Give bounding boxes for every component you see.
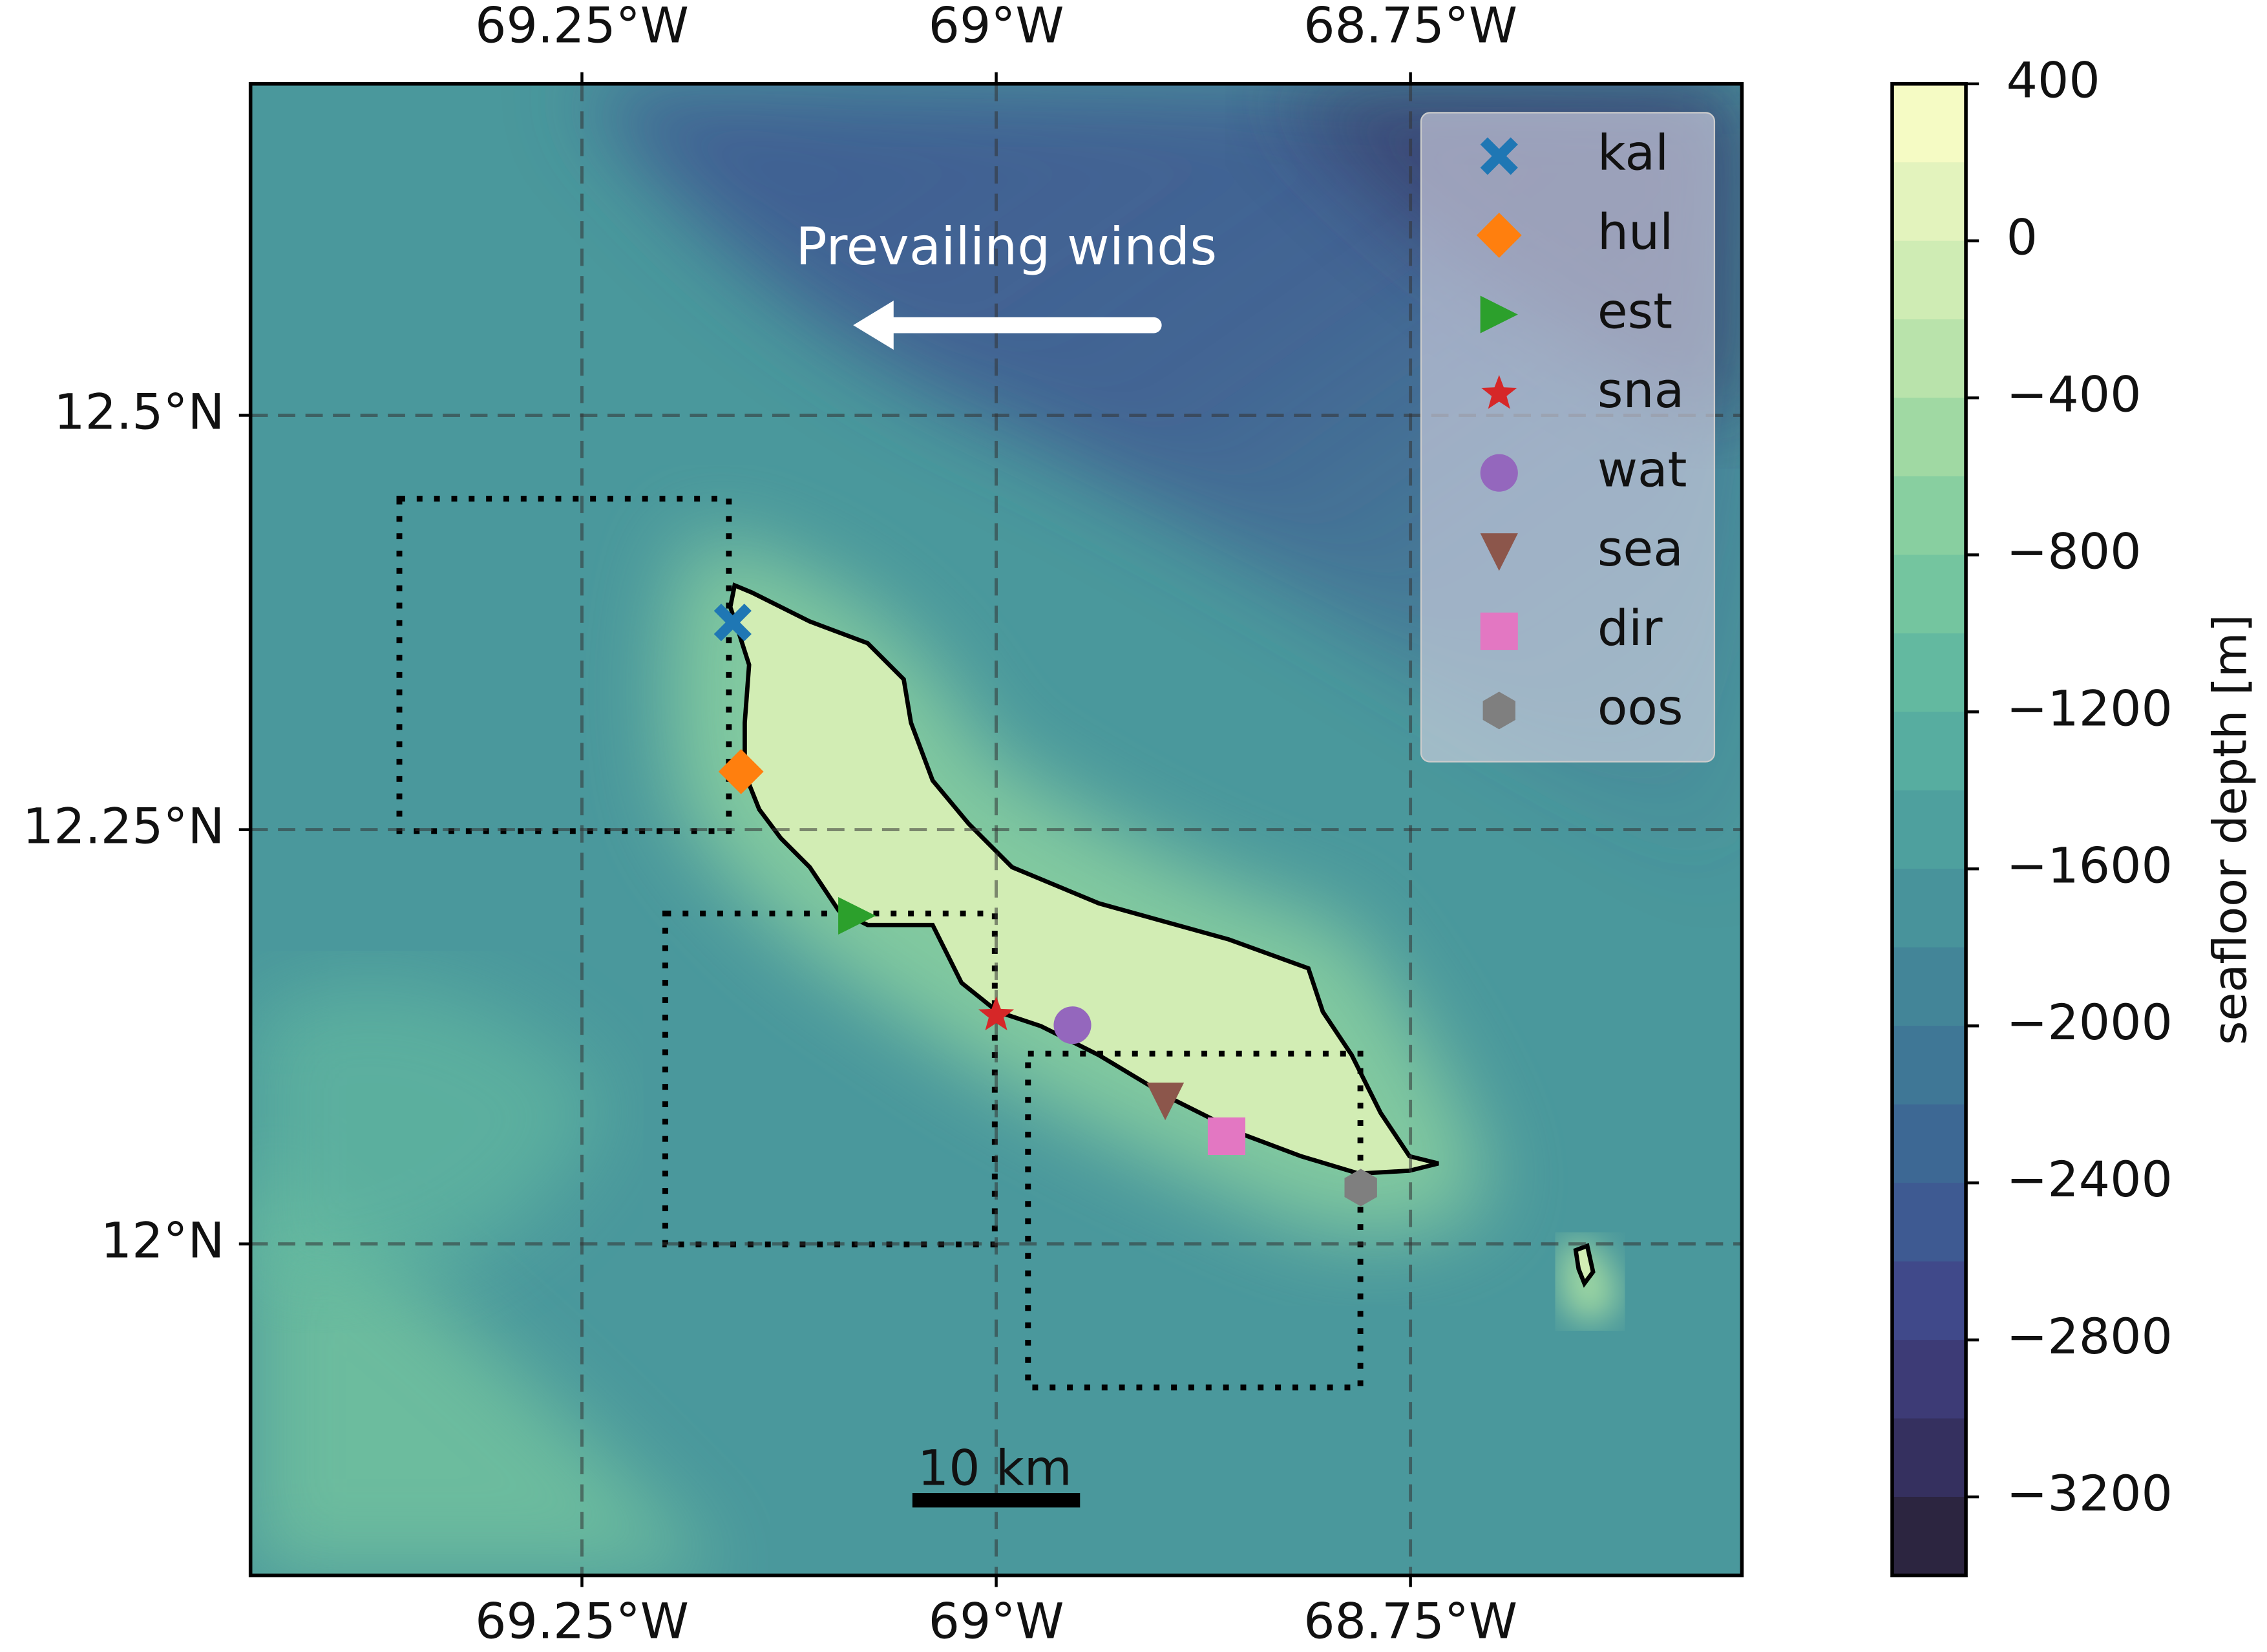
wind-arrow-head xyxy=(853,301,894,350)
colorbar-tick-label: −2400 xyxy=(2007,1150,2173,1208)
station-marker xyxy=(1207,1117,1246,1156)
annotation: Prevailing winds xyxy=(796,216,1217,277)
colorbar-band xyxy=(1892,1418,1966,1498)
x-tick-label: 69°W xyxy=(929,1592,1064,1649)
legend-marker xyxy=(1480,137,1518,175)
colorbar-tick-label: −2000 xyxy=(2007,993,2173,1051)
y-tick-label: 12.25°N xyxy=(23,798,225,855)
legend-label: dir xyxy=(1597,599,1663,657)
legend-marker xyxy=(1480,533,1518,571)
islet xyxy=(1573,1243,1596,1288)
y-tick-label: 12.5°N xyxy=(54,383,224,441)
colorbar-tick-label: −2800 xyxy=(2007,1308,2173,1365)
colorbar-label: seafloor depth [m] xyxy=(2203,614,2257,1044)
legend-label: oos xyxy=(1597,678,1683,736)
legend-label: kal xyxy=(1597,123,1669,181)
station-marker xyxy=(838,896,876,935)
colorbar-tick-label: 400 xyxy=(2007,52,2100,109)
legend-marker xyxy=(1480,612,1518,650)
station-marker xyxy=(1344,1169,1377,1207)
legend-label: hul xyxy=(1597,203,1673,260)
x-tick-label: 68.75°W xyxy=(1303,1592,1517,1649)
colorbar-band xyxy=(1892,869,1966,948)
legend-marker xyxy=(1482,692,1515,730)
legend-label: wat xyxy=(1597,441,1687,498)
colorbar-band xyxy=(1892,240,1966,321)
colorbar-band xyxy=(1892,1261,1966,1341)
station-marker xyxy=(978,996,1015,1031)
x-tick-label: 69.25°W xyxy=(475,0,689,54)
x-tick-label: 68.75°W xyxy=(1303,0,1517,54)
colorbar-band xyxy=(1892,1026,1966,1105)
colorbar-band xyxy=(1892,790,1966,870)
colorbar-band xyxy=(1892,555,1966,635)
colorbar-tick-label: −1600 xyxy=(2007,836,2173,894)
station-marker xyxy=(713,603,752,642)
legend-marker xyxy=(1480,295,1518,334)
colorbar-tick-label: −800 xyxy=(2007,522,2142,580)
legend-label: sea xyxy=(1597,520,1683,577)
station-marker xyxy=(1053,1006,1091,1044)
legend-marker xyxy=(1481,375,1517,409)
colorbar-band xyxy=(1892,1104,1966,1184)
scale-bar xyxy=(912,1493,1081,1508)
colorbar-band xyxy=(1892,397,1966,478)
region-box xyxy=(1025,1050,1364,1391)
colorbar-band xyxy=(1892,1340,1966,1419)
legend-marker xyxy=(1480,454,1518,492)
colorbar-band xyxy=(1892,476,1966,556)
x-tick-label: 69.25°W xyxy=(475,1592,689,1649)
colorbar-band xyxy=(1892,633,1966,713)
island xyxy=(728,582,1439,1176)
colorbar-band xyxy=(1892,162,1966,242)
colorbar-tick-label: −3200 xyxy=(2007,1465,2173,1522)
colorbar-band xyxy=(1892,83,1966,164)
colorbar-tick-label: −1200 xyxy=(2007,679,2173,737)
colorbar-tick-label: −400 xyxy=(2007,366,2142,423)
x-tick-label: 69°W xyxy=(929,0,1064,54)
station-marker xyxy=(1146,1083,1185,1121)
scale-bar-label: 10 km xyxy=(918,1439,1072,1496)
colorbar-band xyxy=(1892,1183,1966,1262)
colorbar-band xyxy=(1892,947,1966,1027)
legend-frame xyxy=(1420,112,1716,763)
colorbar-band xyxy=(1892,319,1966,399)
colorbar-frame xyxy=(1890,81,1968,1578)
colorbar-tick-label: 0 xyxy=(2007,209,2038,266)
legend-label: est xyxy=(1597,282,1672,340)
colorbar-band xyxy=(1892,712,1966,791)
legend-label: sna xyxy=(1597,361,1684,419)
station-marker xyxy=(718,748,764,794)
colorbar-band xyxy=(1892,1497,1966,1576)
y-tick-label: 12°N xyxy=(101,1212,225,1269)
